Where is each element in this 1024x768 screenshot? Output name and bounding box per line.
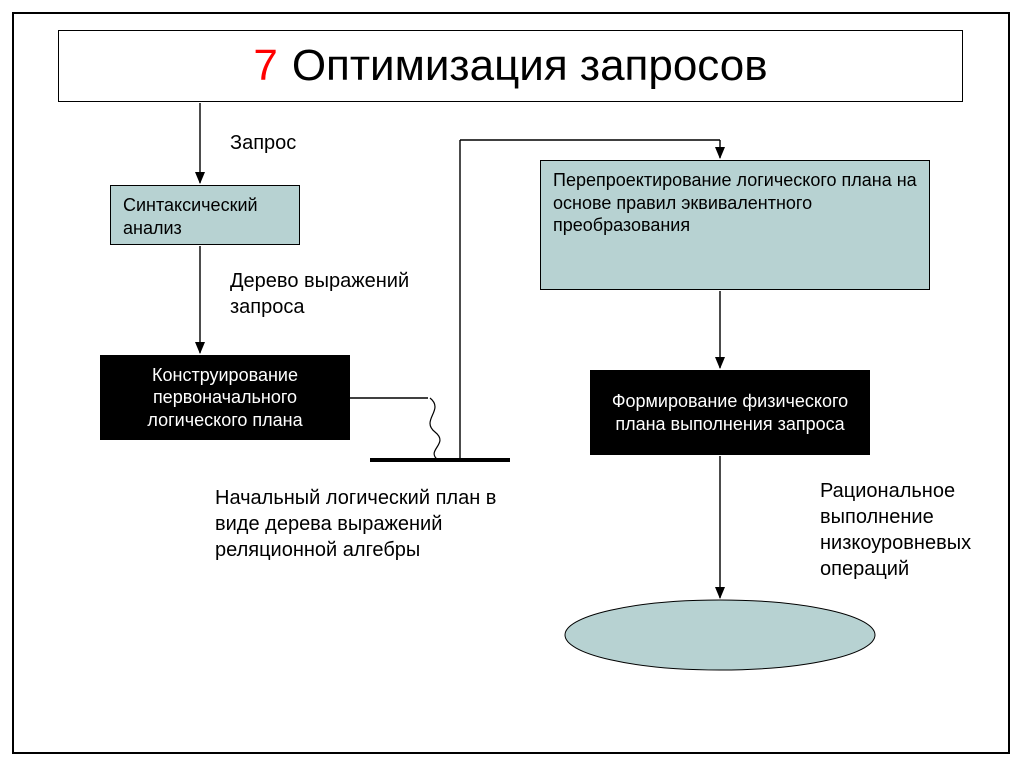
- node-redesign: Перепроектирование логического плана на …: [540, 160, 930, 290]
- node-construct: Конструирование первоначального логическ…: [100, 355, 350, 440]
- label-initplan: Начальный логический план в виде дерева …: [215, 485, 515, 563]
- node-physical: Формирование физического плана выполнени…: [590, 370, 870, 455]
- node-syntax: Синтаксический анализ: [110, 185, 300, 245]
- node-syntax-text: Синтаксический анализ: [123, 195, 258, 238]
- title-box: 7 Оптимизация запросов: [58, 30, 963, 102]
- node-construct-text: Конструирование первоначального логическ…: [113, 364, 337, 432]
- title-text: Оптимизация запросов: [292, 41, 768, 91]
- label-query: Запрос: [230, 130, 430, 156]
- label-tree: Дерево выражений запроса: [230, 268, 450, 320]
- label-rational: Рациональное выполнение низкоуровневых о…: [820, 478, 990, 582]
- title-number: 7: [253, 41, 277, 91]
- node-redesign-text: Перепроектирование логического плана на …: [553, 170, 917, 235]
- node-physical-text: Формирование физического плана выполнени…: [603, 390, 857, 435]
